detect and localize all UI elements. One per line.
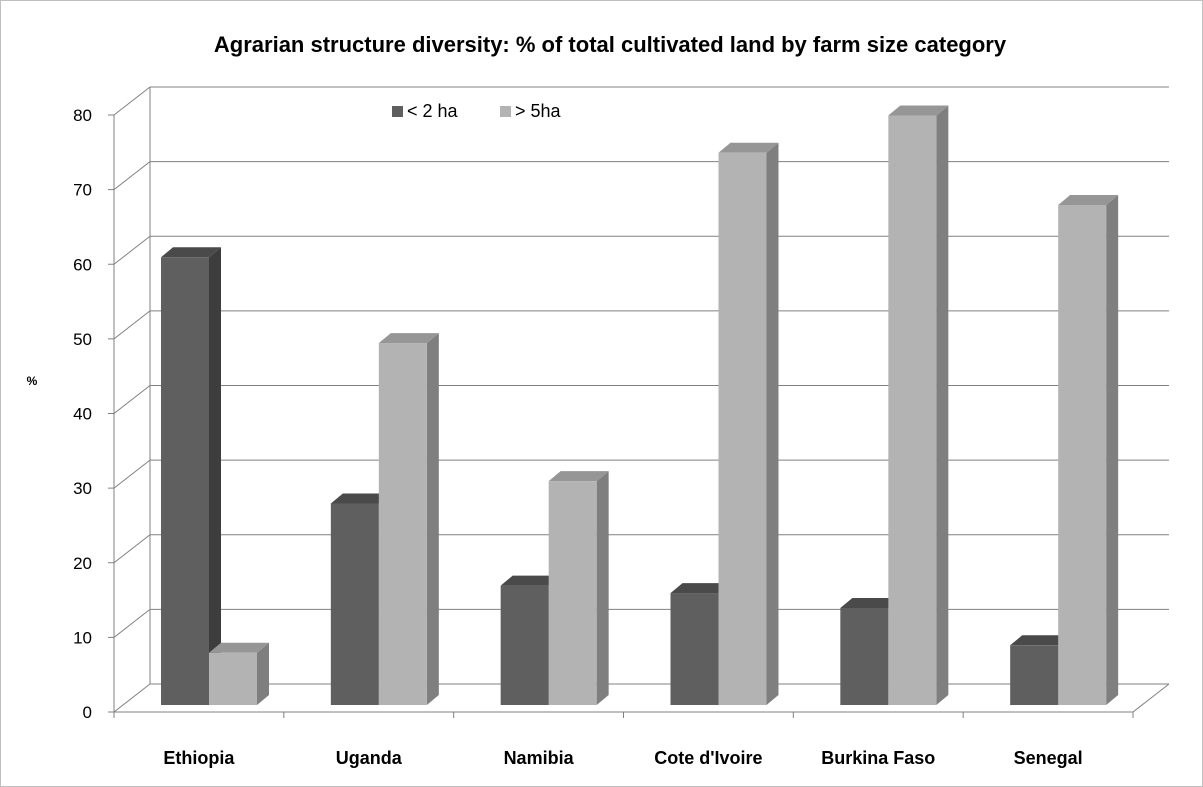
bar-front [209,652,257,705]
bar-side [936,105,949,705]
bar-top [209,642,269,653]
bars [161,105,1119,705]
bar-top [378,333,439,344]
y-tick-label: 20 [73,554,92,573]
bar-side [257,642,269,705]
bar-top [330,493,391,504]
bar-front [888,115,937,705]
grid-diagonal [113,161,151,191]
bar-gt5ha [1058,195,1119,705]
legend-label: > 5ha [515,101,562,121]
bar-top [670,583,731,594]
bar-gt5ha [378,333,439,705]
y-tick-label: 60 [73,255,92,274]
bar-front [161,257,209,705]
category-label: Cote d'Ivoire [654,748,762,768]
bar-side [596,471,609,705]
bar-gt5ha [209,642,269,705]
category-label: Burkina Faso [821,748,935,768]
category-label: Uganda [336,748,403,768]
grid-diagonal [113,86,151,116]
y-tick-label: 40 [73,405,92,424]
y-tick-label: 80 [73,106,92,125]
bar-gt5ha [718,142,779,705]
floor-edge [1132,683,1170,713]
bar-front [1058,205,1107,705]
grid-diagonal [113,683,151,713]
bar-lt2ha [161,247,221,705]
bar-side [209,247,221,705]
bar-top [500,575,561,586]
bar-front [840,607,889,705]
y-tick-label: 70 [73,181,92,200]
category-label: Namibia [504,748,575,768]
y-axis-label: % [27,374,38,388]
grid-diagonal [113,608,151,638]
category-label: Senegal [1014,748,1083,768]
bar-front [378,343,427,705]
bar-gt5ha [548,471,609,705]
grid-diagonal [113,534,151,564]
bar-side [426,333,439,705]
grid-diagonal [113,459,151,489]
legend: < 2 ha > 5ha [392,101,562,121]
bar-front [670,593,719,705]
legend-label: < 2 ha [407,101,459,121]
bar-top [1010,635,1071,646]
bar-front [500,585,549,705]
bar-side [766,142,779,705]
y-axis: 0 10 20 30 40 50 60 70 80 [73,106,1134,722]
bar-front [718,152,767,705]
y-tick-label: 50 [73,330,92,349]
bar-front [548,481,597,705]
bar-top [888,105,949,116]
gridlines [113,86,1170,713]
grid-diagonal [113,235,151,265]
bar-top [840,597,901,608]
chart-title: Agrarian structure diversity: % of total… [214,32,1007,57]
y-tick-label: 0 [83,703,92,722]
y-tick-label: 10 [73,628,92,647]
bar-top [161,247,221,258]
x-axis: Ethiopia Uganda Namibia Cote d'Ivoire Burkin… [163,748,1082,768]
bar-front [330,503,379,705]
bar-top [1058,195,1119,206]
legend-swatch [500,106,511,117]
bar-side [1106,195,1119,705]
grid-diagonal [113,385,151,414]
legend-swatch [392,106,403,117]
bar-top [548,471,609,482]
grid-diagonal [113,310,151,340]
bar-front [1010,645,1059,705]
bar-top [718,142,779,153]
y-tick-label: 30 [73,479,92,498]
category-label: Ethiopia [163,748,235,768]
bar-gt5ha [888,105,949,705]
